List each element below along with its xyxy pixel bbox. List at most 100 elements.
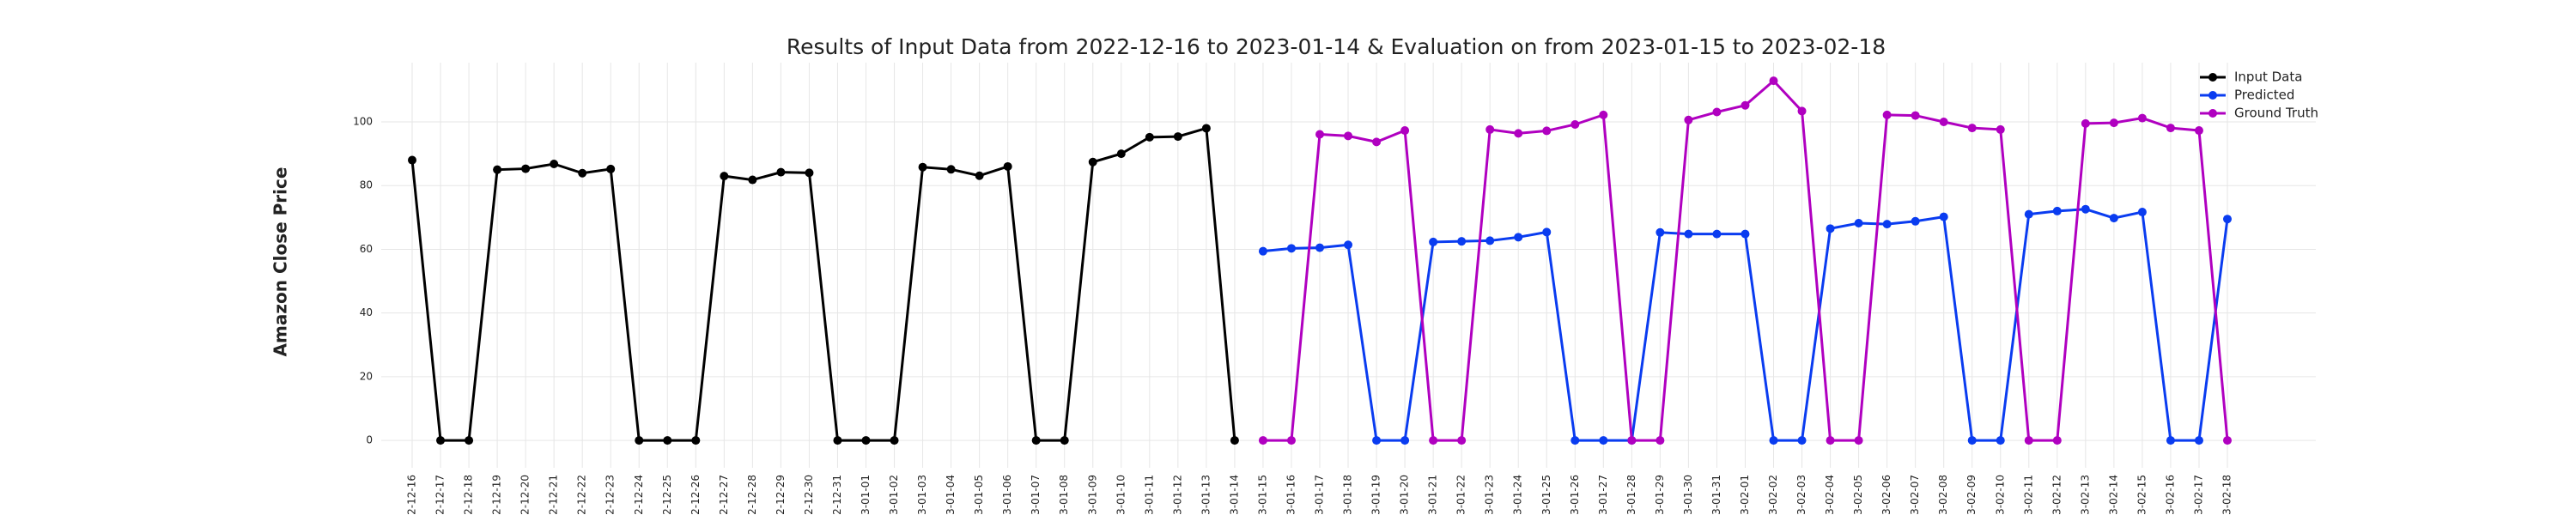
x-tick-label: 2023-01-21 bbox=[1427, 475, 1439, 515]
x-tick-label: 2023-01-08 bbox=[1058, 475, 1070, 515]
x-tick-label: 2023-02-11 bbox=[2022, 475, 2034, 515]
data-point bbox=[1684, 115, 1693, 124]
data-point bbox=[408, 155, 416, 165]
data-point bbox=[2109, 214, 2118, 223]
data-point bbox=[1769, 76, 1778, 86]
x-tick-label: 2023-01-31 bbox=[1710, 475, 1722, 515]
data-point bbox=[1457, 237, 1467, 246]
x-tick-label: 2023-01-26 bbox=[1569, 475, 1581, 515]
data-point bbox=[1599, 110, 1608, 119]
x-tick-label: 2022-12-18 bbox=[463, 475, 475, 515]
data-point bbox=[1741, 100, 1750, 110]
x-tick-label: 2023-01-07 bbox=[1030, 475, 1042, 515]
x-tick-label: 2023-01-02 bbox=[888, 475, 900, 515]
data-point bbox=[1003, 161, 1012, 171]
data-point bbox=[1315, 243, 1324, 252]
x-tick-label: 2023-02-05 bbox=[1852, 475, 1864, 515]
x-tick-label: 2023-01-06 bbox=[1001, 475, 1013, 515]
data-point bbox=[2024, 436, 2033, 445]
x-tick-label: 2022-12-27 bbox=[718, 475, 730, 515]
data-point bbox=[2194, 436, 2203, 445]
data-point bbox=[1031, 436, 1041, 445]
data-point bbox=[578, 168, 587, 178]
data-point bbox=[1656, 436, 1665, 445]
x-tick-label: 2022-12-28 bbox=[746, 475, 758, 515]
data-point bbox=[805, 168, 814, 178]
data-point bbox=[1967, 124, 1977, 133]
data-point bbox=[1088, 157, 1097, 167]
x-tick-label: 2022-12-19 bbox=[491, 475, 503, 515]
data-point bbox=[2052, 436, 2062, 445]
data-point bbox=[1939, 212, 1948, 221]
x-tick-label: 2023-01-29 bbox=[1654, 475, 1666, 515]
data-point bbox=[1882, 110, 1892, 119]
x-tick-label: 2023-01-10 bbox=[1115, 475, 1127, 515]
data-point bbox=[833, 436, 842, 445]
series-line bbox=[410, 126, 1236, 442]
data-point bbox=[465, 436, 474, 445]
data-point bbox=[2052, 206, 2062, 215]
data-point bbox=[1429, 237, 1438, 246]
legend-label: Input Data bbox=[2234, 70, 2302, 85]
x-tick-label: 2023-01-20 bbox=[1399, 475, 1411, 515]
data-point bbox=[2109, 118, 2118, 128]
x-tick-label: 2023-01-11 bbox=[1143, 475, 1155, 515]
data-point bbox=[521, 164, 531, 173]
y-tick-label: 20 bbox=[360, 370, 373, 382]
data-point bbox=[2166, 436, 2175, 445]
x-tick-label: 2023-01-14 bbox=[1228, 475, 1240, 515]
data-point bbox=[1939, 118, 1948, 127]
x-tick-label: 2023-01-27 bbox=[1597, 475, 1609, 515]
y-tick-label: 80 bbox=[360, 179, 373, 191]
data-point bbox=[436, 436, 446, 445]
x-tick-label: 2023-01-16 bbox=[1285, 475, 1297, 515]
y-tick-label: 0 bbox=[366, 434, 373, 446]
x-tick-label: 2023-02-14 bbox=[2107, 475, 2119, 515]
data-point bbox=[1854, 436, 1863, 445]
data-point bbox=[1258, 436, 1267, 445]
data-point bbox=[2194, 126, 2203, 136]
data-point bbox=[890, 436, 899, 445]
x-tick-label: 2023-01-25 bbox=[1540, 475, 1552, 515]
data-point bbox=[1372, 137, 1382, 147]
data-point bbox=[1429, 436, 1438, 445]
chart-title: Results of Input Data from 2022-12-16 to… bbox=[787, 34, 1886, 59]
data-point bbox=[1173, 132, 1182, 142]
x-tick-label: 2023-02-17 bbox=[2192, 475, 2204, 515]
data-point bbox=[1741, 229, 1750, 239]
x-tick-label: 2023-01-30 bbox=[1682, 475, 1694, 515]
data-point bbox=[1911, 216, 1920, 226]
data-point bbox=[2081, 118, 2090, 128]
data-point bbox=[1485, 236, 1495, 245]
data-point bbox=[1230, 436, 1239, 445]
data-point bbox=[2223, 436, 2232, 445]
data-point bbox=[691, 436, 701, 445]
x-tick-label: 2022-12-25 bbox=[661, 475, 673, 515]
x-tick-label: 2022-12-21 bbox=[548, 475, 560, 515]
x-tick-label: 2023-02-09 bbox=[1965, 475, 1978, 515]
x-tick-label: 2023-02-12 bbox=[2050, 475, 2063, 515]
data-point bbox=[1457, 436, 1467, 445]
x-tick-label: 2023-01-17 bbox=[1314, 475, 1326, 515]
x-tick-label: 2023-02-07 bbox=[1909, 475, 1921, 515]
data-point bbox=[918, 162, 927, 172]
x-tick-label: 2023-02-13 bbox=[2079, 475, 2091, 515]
data-point bbox=[1826, 224, 1835, 233]
data-point bbox=[1514, 129, 1523, 138]
x-tick-label: 2023-02-03 bbox=[1795, 475, 1807, 515]
data-point bbox=[1627, 436, 1637, 445]
y-axis-label: Amazon Close Price bbox=[270, 167, 291, 357]
x-tick-label: 2022-12-20 bbox=[519, 475, 532, 515]
data-point bbox=[1571, 436, 1580, 445]
data-point bbox=[1060, 436, 1069, 445]
x-tick-label: 2022-12-29 bbox=[775, 475, 787, 515]
x-tick-label: 2023-01-22 bbox=[1455, 475, 1467, 515]
data-point bbox=[1712, 107, 1722, 117]
x-tick-label: 2023-02-18 bbox=[2221, 475, 2233, 515]
data-point bbox=[1656, 227, 1665, 237]
y-tick-label: 40 bbox=[360, 306, 373, 318]
x-tick-label: 2023-02-16 bbox=[2164, 475, 2176, 515]
data-point bbox=[1315, 130, 1324, 139]
x-tick-label: 2023-01-13 bbox=[1200, 475, 1212, 515]
